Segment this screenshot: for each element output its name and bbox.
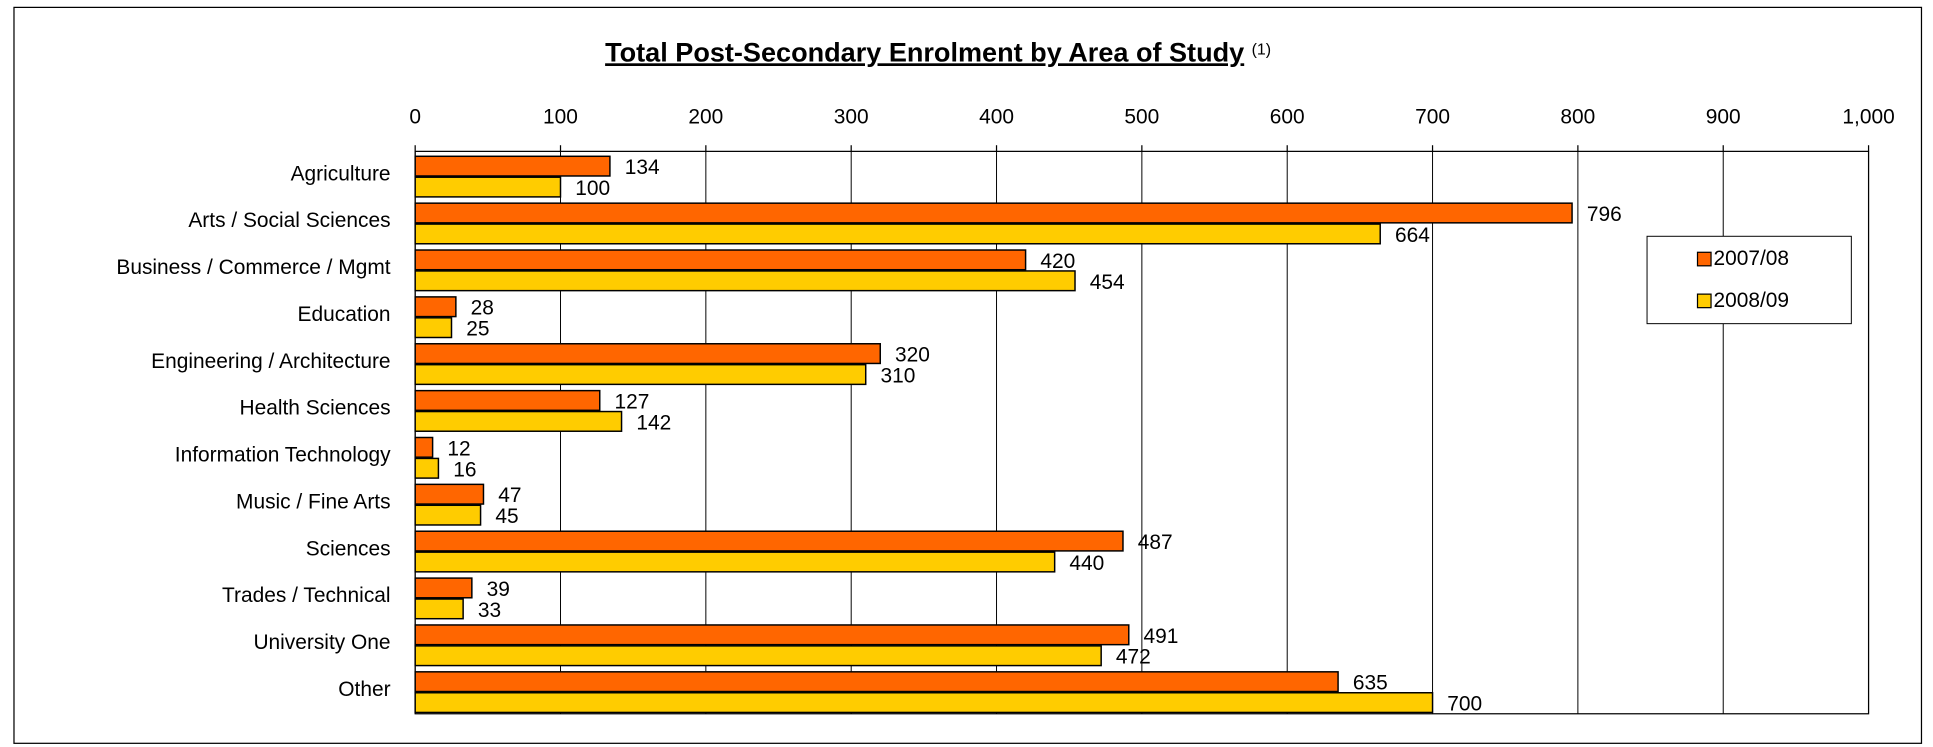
value-label: 454 — [1090, 271, 1125, 294]
x-tick-label: 300 — [834, 106, 869, 129]
y-tick-label: Trades / Technical — [222, 584, 390, 607]
value-label: 472 — [1116, 646, 1151, 669]
x-tick-label: 200 — [688, 106, 723, 129]
bar — [414, 155, 611, 177]
y-tick-label: University One — [253, 631, 390, 654]
x-tick-label: 1,000 — [1842, 106, 1894, 129]
value-label: 487 — [1138, 531, 1173, 554]
y-tick-label: Business / Commerce / Mgmt — [116, 256, 390, 279]
x-tick-label: 100 — [543, 106, 578, 129]
title-note: (1) — [1252, 42, 1272, 59]
value-label: 28 — [471, 297, 494, 320]
y-tick-label: Other — [338, 678, 390, 701]
value-label: 45 — [495, 505, 518, 528]
chart-border — [13, 6, 1923, 744]
legend-label: 2008/09 — [1714, 289, 1790, 312]
legend-swatch — [1696, 251, 1712, 267]
bar — [414, 249, 1027, 271]
bar — [414, 551, 1056, 573]
legend-box — [1646, 235, 1852, 325]
bar — [414, 530, 1124, 552]
bar — [414, 598, 464, 620]
bar — [414, 410, 623, 432]
value-label: 33 — [478, 599, 501, 622]
y-tick-label: Arts / Social Sciences — [188, 209, 390, 232]
bar — [414, 363, 867, 386]
bar — [414, 176, 562, 198]
bar — [414, 343, 881, 365]
bar — [414, 223, 1381, 245]
y-tick-label: Music / Fine Arts — [236, 490, 391, 513]
y-tick-label: Sciences — [306, 537, 391, 560]
y-tick-label: Engineering / Architecture — [151, 350, 390, 373]
y-tick-label: Agriculture — [291, 162, 391, 185]
title-group: Total Post-Secondary Enrolment by Area o… — [605, 36, 1271, 67]
bar — [414, 624, 1130, 646]
value-label: 47 — [498, 484, 521, 507]
x-tick-label: 800 — [1560, 106, 1595, 129]
y-tick-label: Education — [298, 303, 391, 326]
value-label: 440 — [1069, 552, 1104, 575]
bar — [414, 296, 457, 318]
value-label: 25 — [466, 318, 489, 341]
y-tick-label: Information Technology — [175, 444, 391, 467]
chart-title: Total Post-Secondary Enrolment by Area o… — [605, 36, 1244, 67]
bar — [414, 457, 440, 479]
bar — [414, 270, 1076, 292]
value-label: 320 — [895, 344, 930, 367]
x-tick-label: 900 — [1706, 106, 1741, 129]
y-tick-label: Health Sciences — [239, 397, 390, 420]
value-label: 12 — [447, 437, 470, 460]
value-label: 127 — [615, 390, 650, 413]
value-label: 491 — [1144, 625, 1179, 648]
bar — [414, 202, 1573, 224]
value-label: 700 — [1447, 693, 1482, 716]
value-label: 310 — [880, 365, 915, 388]
legend-label: 2007/08 — [1714, 247, 1790, 270]
legend-swatch — [1696, 293, 1712, 309]
bar — [414, 436, 434, 458]
bar — [414, 504, 482, 526]
bar — [414, 317, 453, 339]
x-tick-label: 500 — [1124, 106, 1159, 129]
value-label: 100 — [575, 177, 610, 200]
x-tick-label: 400 — [979, 106, 1014, 129]
value-label: 664 — [1395, 224, 1430, 247]
x-tick-label: 0 — [409, 106, 421, 129]
x-tick-label: 700 — [1415, 106, 1450, 129]
bar — [414, 577, 473, 599]
x-tick-label: 600 — [1270, 106, 1305, 129]
value-label: 635 — [1353, 672, 1388, 695]
bar — [414, 692, 1434, 714]
bar — [414, 389, 601, 412]
value-label: 142 — [636, 411, 671, 434]
value-label: 796 — [1587, 203, 1622, 226]
value-label: 16 — [453, 458, 476, 481]
bar — [414, 645, 1102, 667]
value-label: 134 — [625, 156, 660, 179]
value-label: 420 — [1040, 250, 1075, 273]
plot-area — [414, 150, 1870, 715]
bar — [414, 483, 485, 505]
bar — [414, 671, 1339, 693]
value-label: 39 — [487, 578, 510, 601]
